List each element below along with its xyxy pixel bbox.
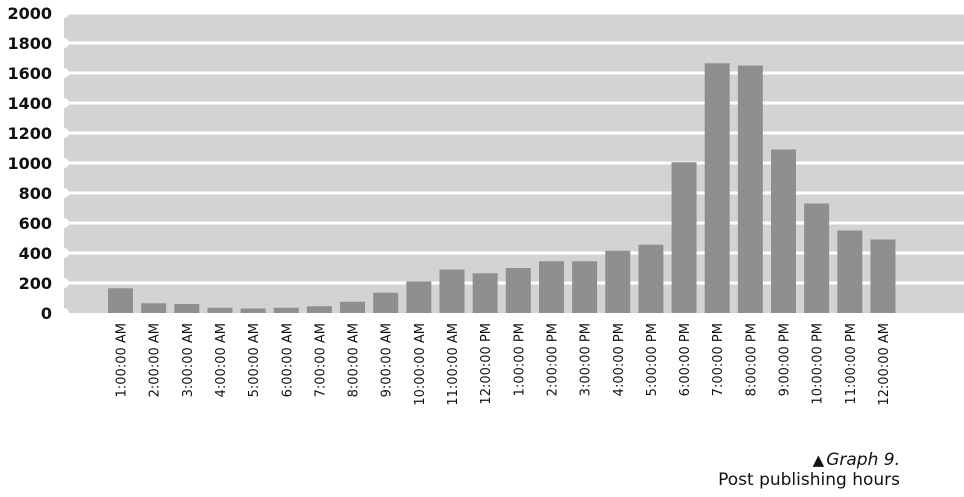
- y-axis-notch: [59, 308, 69, 318]
- x-tick-label: 2:00:00 AM: [148, 323, 163, 397]
- bar: [273, 307, 299, 313]
- x-tick-label: 10:00:00 AM: [413, 323, 428, 406]
- x-tick-label: 1:00:00 PM: [512, 323, 527, 396]
- caption-graph-label: Graph 9.: [826, 450, 900, 470]
- bar: [340, 301, 366, 313]
- x-tick-label: 7:00:00 AM: [313, 323, 328, 397]
- caption-description: Post publishing hours: [718, 470, 900, 490]
- x-tick-label: 4:00:00 PM: [612, 323, 627, 396]
- x-tick-label: 1:00:00 AM: [115, 323, 130, 397]
- bar: [406, 281, 432, 313]
- bar: [605, 250, 631, 313]
- y-tick-label: 600: [19, 214, 52, 233]
- bar: [837, 230, 863, 313]
- bar: [472, 273, 498, 313]
- y-axis-notch: [59, 278, 69, 288]
- y-tick-label: 1600: [7, 64, 52, 83]
- x-tick-label: 3:00:00 PM: [579, 323, 594, 396]
- x-tick-label: 6:00:00 AM: [280, 323, 295, 397]
- y-axis-notch: [59, 128, 69, 138]
- bar: [439, 269, 465, 313]
- y-axis-notch: [59, 98, 69, 108]
- chart-caption: ▲ Graph 9. Post publishing hours: [718, 450, 900, 490]
- x-tick-label: 11:00:00 AM: [446, 323, 461, 406]
- bar: [207, 307, 233, 313]
- x-tick-label: 11:00:00 PM: [844, 323, 859, 405]
- bar: [737, 65, 763, 313]
- y-tick-label: 1200: [7, 124, 52, 143]
- y-tick-label: 0: [41, 304, 52, 323]
- y-tick-label: 800: [19, 184, 52, 203]
- x-tick-label: 3:00:00 AM: [181, 323, 196, 397]
- bar: [870, 239, 896, 313]
- y-axis-notch: [59, 158, 69, 168]
- y-axis-notch: [59, 218, 69, 228]
- bar-chart: 0 200 400 600 800 1000 1200 1400 1600 1800 2000 1:0…: [7, 4, 964, 406]
- x-tick-label: 8:00:00 AM: [347, 323, 362, 397]
- bar: [572, 261, 598, 313]
- x-tick-label: 9:00:00 AM: [380, 323, 395, 397]
- x-tick-label: 10:00:00 PM: [811, 323, 826, 405]
- bar: [538, 261, 564, 313]
- y-tick-label: 1400: [7, 94, 52, 113]
- x-tick-label: 5:00:00 PM: [645, 323, 660, 396]
- x-tick-label: 5:00:00 AM: [247, 323, 262, 397]
- y-axis-notch: [59, 38, 69, 48]
- y-tick-label: 1800: [7, 34, 52, 53]
- bar: [804, 203, 830, 313]
- x-tick-label: 4:00:00 AM: [214, 323, 229, 397]
- y-axis-notch: [59, 68, 69, 78]
- bar: [240, 308, 266, 313]
- bar: [505, 268, 531, 313]
- x-tick-label: 12:00:00 AM: [877, 323, 892, 406]
- bar: [771, 149, 796, 313]
- bar: [108, 288, 133, 313]
- caption-triangle-icon: ▲: [812, 451, 825, 469]
- bar: [174, 304, 200, 313]
- y-axis-notch: [59, 8, 69, 18]
- x-tick-label: 12:00:00 PM: [479, 323, 494, 405]
- bar: [638, 244, 664, 313]
- x-tick-label: 6:00:00 PM: [678, 323, 693, 396]
- y-tick-label: 200: [19, 274, 52, 293]
- y-tick-label: 400: [19, 244, 52, 263]
- chart-container: 0 200 400 600 800 1000 1200 1400 1600 1800 2000 1:0…: [7, 4, 964, 406]
- x-tick-label: 7:00:00 PM: [711, 323, 726, 396]
- x-tick-label: 8:00:00 PM: [744, 323, 759, 396]
- bar: [373, 292, 399, 313]
- y-axis-notch: [59, 248, 69, 258]
- bar: [704, 63, 730, 313]
- bar: [306, 306, 332, 313]
- x-tick-label: 9:00:00 PM: [778, 323, 793, 396]
- bar: [671, 162, 697, 313]
- bar: [141, 303, 167, 313]
- caption-title-line: ▲ Graph 9.: [718, 450, 900, 470]
- y-tick-label: 1000: [7, 154, 52, 173]
- y-axis-notch: [59, 188, 69, 198]
- x-tick-label: 2:00:00 PM: [545, 323, 560, 396]
- y-tick-label: 2000: [7, 4, 52, 23]
